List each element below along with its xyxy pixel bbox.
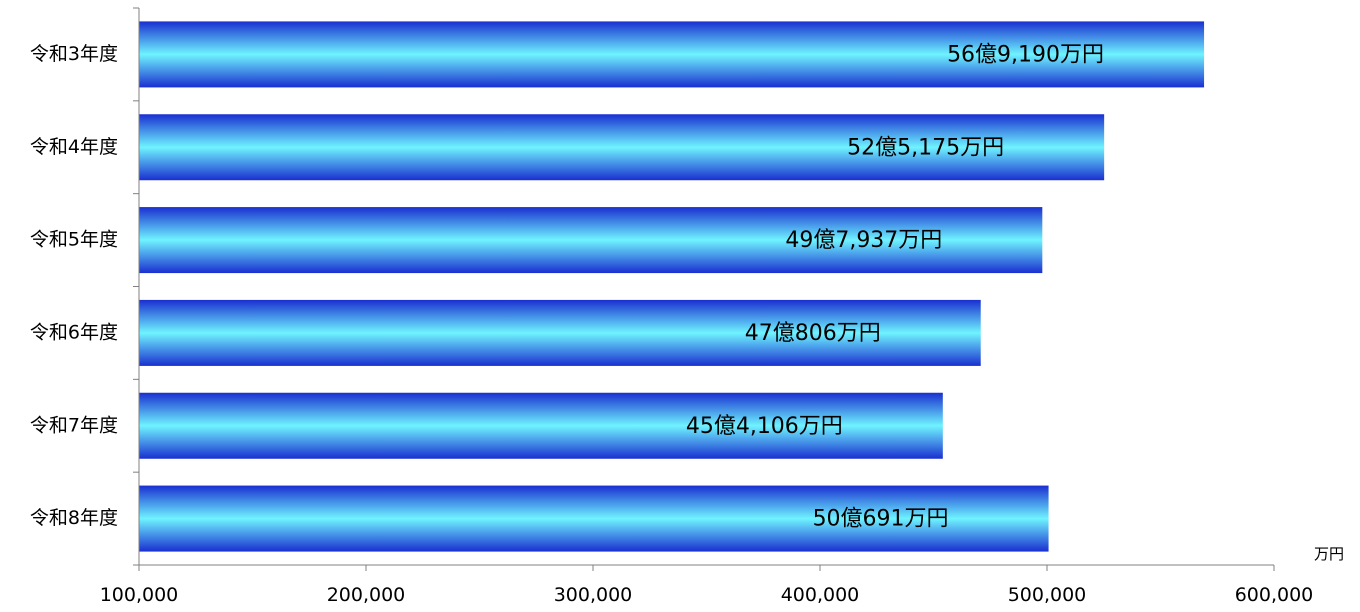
bar [139, 114, 1105, 181]
category-label: 令和3年度 [30, 43, 118, 65]
data-label: 52億5,175万円 [847, 135, 1004, 160]
x-tick-label: 400,000 [781, 584, 860, 606]
bar [139, 392, 943, 459]
x-tick-label: 200,000 [327, 584, 406, 606]
x-tick-label: 300,000 [554, 584, 633, 606]
x-tick-label: 100,000 [100, 584, 179, 606]
x-tick-label: 500,000 [1008, 584, 1087, 606]
category-label: 令和5年度 [30, 229, 118, 251]
axes [133, 7, 1275, 571]
category-label: 令和6年度 [30, 321, 118, 343]
bar [139, 299, 981, 366]
data-label: 47億806万円 [745, 321, 881, 346]
category-label: 令和4年度 [30, 136, 118, 158]
bar [139, 21, 1205, 88]
unit-label: 万円 [1314, 545, 1344, 563]
data-label: 56億9,190万円 [947, 42, 1104, 67]
data-label: 49億7,937万円 [785, 228, 942, 253]
category-label: 令和7年度 [30, 414, 118, 436]
bar [139, 485, 1049, 552]
data-label: 50億691万円 [813, 507, 949, 532]
category-label: 令和8年度 [30, 507, 118, 529]
data-label: 45億4,106万円 [686, 414, 843, 439]
bars-layer [139, 21, 1205, 552]
bar [139, 207, 1043, 274]
x-tick-label: 600,000 [1235, 584, 1314, 606]
